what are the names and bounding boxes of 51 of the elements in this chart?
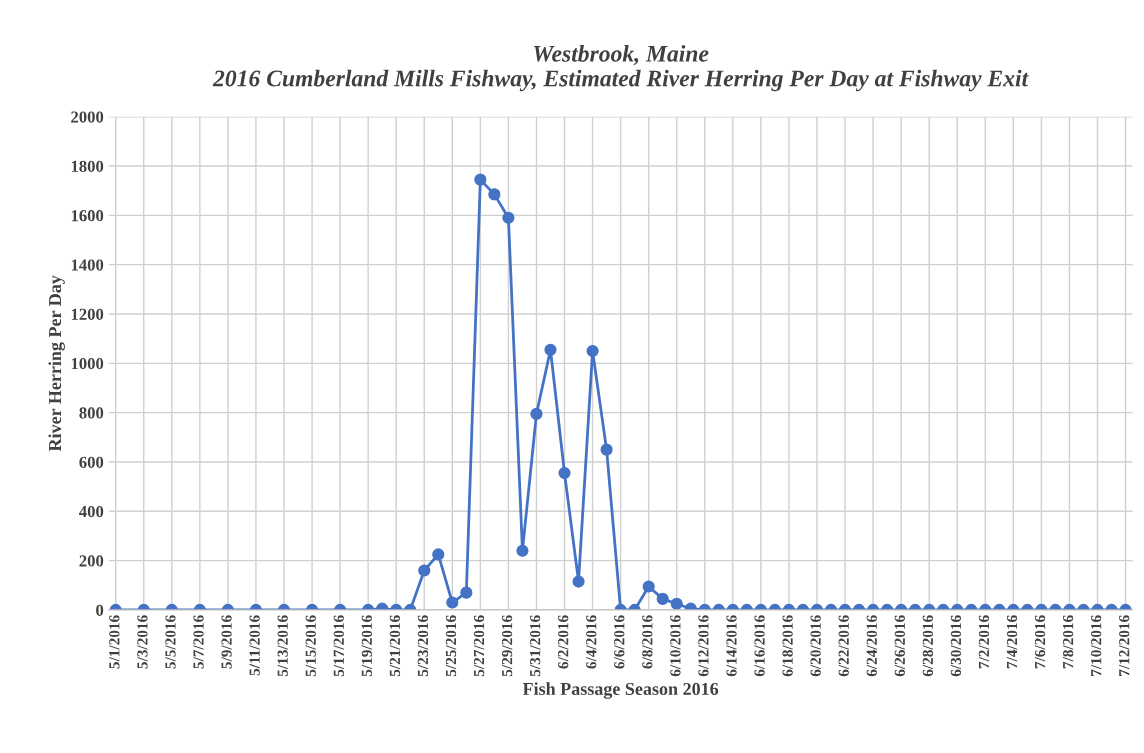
x-tick-label: 6/22/2016 — [838, 615, 849, 677]
x-tick-label: 7/6/2016 — [1034, 615, 1046, 669]
y-tick-label: 200 — [79, 555, 104, 567]
y-tick-label: 1200 — [71, 308, 104, 320]
x-tick-label: 7/8/2016 — [1062, 615, 1074, 669]
y-axis-title: River Herring Per Day — [48, 275, 65, 452]
x-tick-label: 5/27/2016 — [473, 615, 485, 677]
x-tick-label: 6/30/2016 — [950, 615, 962, 677]
x-tick-label: 6/20/2016 — [810, 615, 821, 677]
y-tick-label: 2000 — [71, 111, 104, 123]
x-tick-label: 5/19/2016 — [361, 615, 372, 677]
y-tick-label: 800 — [79, 407, 104, 419]
x-tick-label: 5/9/2016 — [221, 615, 232, 669]
y-tick-label: 1800 — [71, 160, 104, 172]
x-tick-label: 6/4/2016 — [586, 615, 597, 669]
y-tick-label: 1400 — [71, 259, 104, 271]
x-tick-label: 6/24/2016 — [866, 615, 877, 677]
x-tick-label: 6/26/2016 — [894, 615, 905, 677]
x-tick-label: 5/25/2016 — [445, 615, 457, 677]
x-tick-label: 6/28/2016 — [922, 615, 934, 677]
x-tick-label: 6/6/2016 — [614, 615, 625, 669]
x-tick-label: 7/10/2016 — [1091, 615, 1102, 676]
x-tick-label: 5/23/2016 — [417, 615, 429, 677]
x-tick-label: 5/21/2016 — [389, 615, 401, 677]
x-tick-label: 6/18/2016 — [782, 615, 793, 677]
x-tick-label: 6/8/2016 — [642, 615, 653, 669]
x-tick-label: 5/3/2016 — [137, 615, 148, 669]
x-tick-label: 6/10/2016 — [670, 615, 681, 677]
x-tick-label: 6/2/2016 — [558, 615, 569, 669]
x-tick-label: 6/14/2016 — [726, 615, 737, 677]
x-tick-label: 5/7/2016 — [193, 615, 204, 669]
x-tick-label: 5/5/2016 — [165, 615, 176, 669]
x-tick-label: 5/29/2016 — [501, 615, 513, 677]
y-tick-label: 600 — [79, 456, 104, 468]
x-tick-label: 5/11/2016 — [249, 615, 260, 676]
x-tick-label: 7/4/2016 — [1006, 615, 1018, 669]
y-tick-label: 400 — [79, 505, 104, 518]
x-tick-label: 6/16/2016 — [754, 615, 765, 677]
x-tick-label: 7/2/2016 — [978, 615, 990, 669]
y-tick-label: 1000 — [71, 358, 104, 370]
x-tick-label: 5/17/2016 — [333, 615, 344, 677]
y-tick-label: 0 — [96, 604, 104, 616]
x-axis-title: Fish Passage Season 2016 — [522, 682, 719, 699]
x-tick-label: 7/12/2016 — [1119, 615, 1130, 676]
chart-title: Westbrook, Maine 2016 Cumberland Mills Fishway, Estimated River Herring Per Day at Fishway Exit — [212, 45, 1029, 92]
x-tick-label: 5/1/2016 — [109, 615, 120, 669]
y-tick-label: 1600 — [71, 210, 104, 222]
x-tick-label: 5/31/2016 — [529, 615, 541, 677]
x-tick-label: 6/12/2016 — [698, 615, 709, 677]
x-tick-label: 5/15/2016 — [305, 615, 316, 677]
x-tick-label: 5/13/2016 — [277, 615, 288, 677]
